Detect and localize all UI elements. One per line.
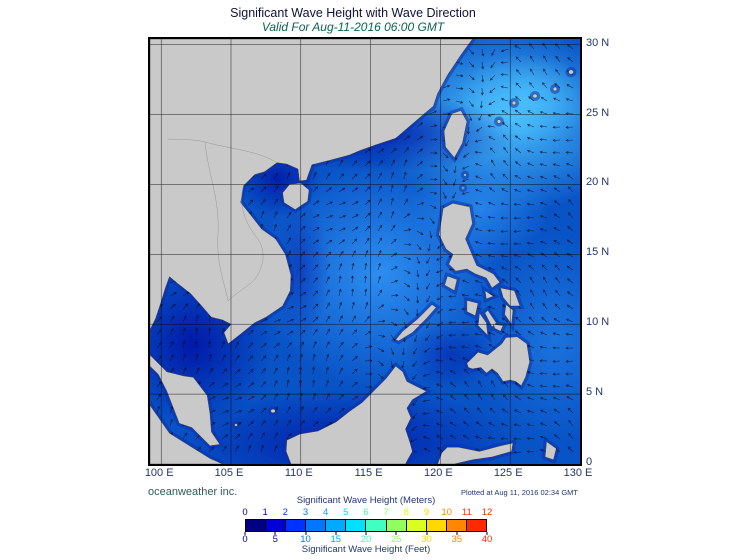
- lat-tick: 20 N: [586, 176, 610, 189]
- colorbar-segment: [246, 520, 267, 531]
- lon-tick: 125 E: [493, 467, 523, 479]
- meters-tick-label: 5: [343, 507, 349, 518]
- lon-tick: 100 E: [144, 467, 174, 479]
- meters-tick-label: 3: [302, 507, 309, 518]
- lat-tick: 25 N: [586, 106, 610, 119]
- feet-tick-mark: [395, 532, 397, 535]
- feet-tick-mark: [305, 532, 306, 535]
- lat-tick: 5 N: [586, 386, 604, 399]
- feet-tick-mark: [486, 532, 488, 535]
- page-title: Significant Wave Height with Wave Direct…: [230, 6, 476, 20]
- meters-tick-label: 4: [323, 507, 329, 518]
- meters-tick-label: 9: [423, 507, 430, 518]
- meters-tick-label: 7: [383, 507, 389, 518]
- colorbar-segment: [306, 520, 327, 531]
- colorbar-feet-ticks: 0 5 10 15 20 25 30 35 40: [242, 532, 492, 545]
- lat-tick: 15 N: [586, 246, 610, 259]
- meters-tick-label: 8: [403, 507, 409, 518]
- map-canvas: [150, 39, 580, 464]
- colorbar-segment: [326, 520, 347, 531]
- colorbar-meters-ticks: 0 1 2 3 4 5 6 7 8 9 10 11 12: [242, 507, 492, 519]
- colorbar-segment: [466, 520, 486, 531]
- colorbar-segment: [346, 520, 367, 531]
- feet-tick-mark: [426, 532, 427, 535]
- colorbar-segment: [366, 520, 387, 531]
- colorbar-segment: [286, 520, 307, 531]
- meters-tick-label: 10: [441, 507, 452, 518]
- colorbar-segment: [446, 520, 467, 531]
- meters-tick-label: 1: [262, 507, 268, 518]
- feet-tick-label: 20: [360, 534, 372, 545]
- feet-tick-mark: [365, 532, 367, 535]
- lon-tick: 105 E: [214, 467, 244, 479]
- colorbar-meters-title: Significant Wave Height (Meters): [296, 495, 436, 506]
- latlon-grid: [150, 39, 580, 464]
- meters-tick-label: 12: [481, 507, 493, 518]
- colorbar-bar: [245, 519, 487, 532]
- country-borders: [167, 138, 278, 302]
- lon-tick: 110 E: [284, 467, 313, 479]
- colorbar-segment: [426, 520, 447, 531]
- colorbar-segment: [386, 520, 407, 531]
- feet-tick-label: 25: [390, 534, 402, 545]
- colorbar-segment: [266, 520, 287, 531]
- meters-tick-label: 11: [461, 507, 472, 518]
- feet-tick-mark: [335, 532, 337, 535]
- credit-text: oceanweather inc.: [148, 486, 238, 498]
- feet-tick-label: 35: [451, 534, 463, 545]
- feet-tick-label: 15: [330, 534, 342, 545]
- feet-tick-label: 5: [272, 534, 278, 545]
- plotted-timestamp: Plotted at Aug 11, 2016 02:34 GMT: [460, 488, 578, 497]
- feet-tick-mark: [274, 532, 276, 535]
- meters-tick-label: 6: [363, 507, 369, 518]
- colorbar-segment: [406, 520, 427, 531]
- valid-time-subtitle: Valid For Aug-11-2016 06:00 GMT: [261, 20, 445, 34]
- lon-tick: 120 E: [424, 467, 453, 479]
- colorbar-feet-title: Significant Wave Height (Feet): [301, 544, 431, 555]
- feet-tick-label: 0: [242, 534, 248, 545]
- meters-tick-label: 2: [282, 507, 288, 518]
- lat-tick: 0: [586, 456, 593, 468]
- feet-tick-label: 30: [421, 534, 432, 545]
- lon-tick: 130 E: [563, 467, 593, 479]
- meters-tick-label: 0: [242, 507, 248, 518]
- lat-tick: 30 N: [586, 36, 610, 49]
- feet-tick-label: 40: [481, 534, 493, 545]
- lat-tick: 10 N: [586, 316, 610, 329]
- lon-tick: 115 E: [354, 467, 383, 479]
- wave-map: [148, 37, 582, 466]
- feet-tick-mark: [244, 532, 246, 535]
- feet-tick-mark: [456, 532, 458, 535]
- feet-tick-label: 10: [300, 534, 311, 545]
